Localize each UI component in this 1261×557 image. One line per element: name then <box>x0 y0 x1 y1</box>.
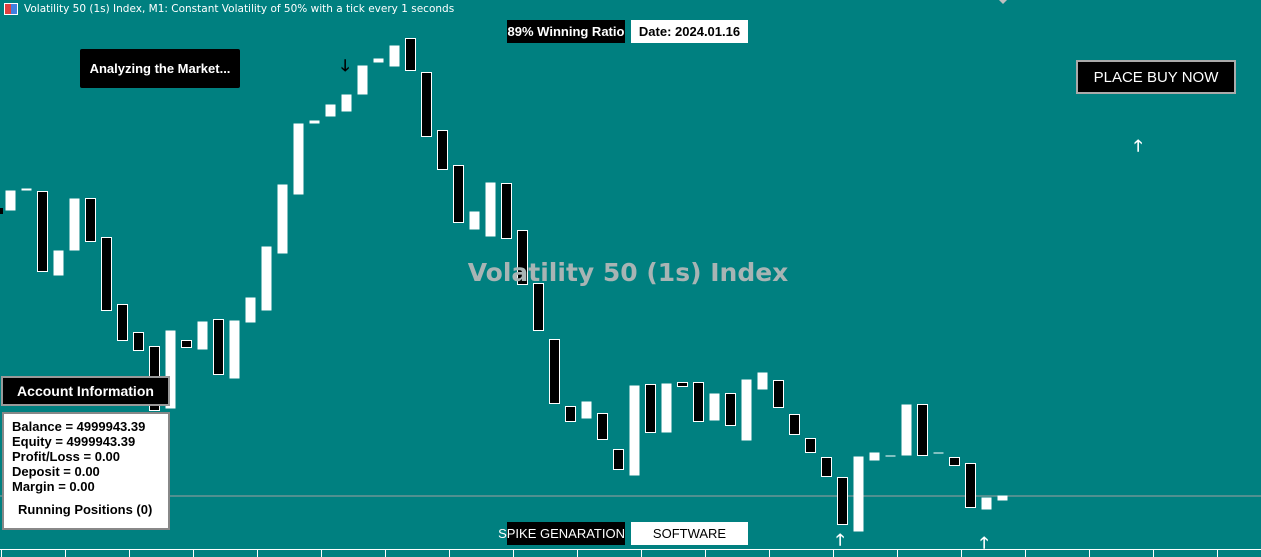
bull-candle <box>309 120 320 124</box>
analyzing-label: Analyzing the Market... <box>80 49 240 88</box>
equity-value: Equity = 4999943.39 <box>12 434 136 449</box>
chart-shift-marker-icon[interactable] <box>999 0 1007 4</box>
bull-candle <box>373 58 384 63</box>
symbol-watermark: Volatility 50 (1s) Index <box>467 258 789 287</box>
bull-candle <box>997 495 1008 501</box>
chart-title: Volatility 50 (1s) Index, M1: Constant V… <box>4 3 454 15</box>
bear-candle <box>821 457 832 477</box>
bear-candle <box>597 413 608 440</box>
bear-candle <box>101 237 112 311</box>
bull-candle <box>165 330 176 409</box>
software-label: SOFTWARE <box>631 522 748 545</box>
bear-candle <box>437 130 448 170</box>
bear-candle <box>917 404 928 456</box>
buy-arrow-up-icon: 🡑 <box>836 532 845 549</box>
bear-candle <box>805 438 816 453</box>
bear-candle <box>0 208 3 214</box>
bear-candle <box>181 340 192 348</box>
bear-candle <box>837 477 848 525</box>
bull-candle <box>853 456 864 532</box>
bull-candle <box>933 452 944 454</box>
buy-arrow-up-icon: 🡑 <box>1134 138 1143 155</box>
account-info-panel: Balance = 4999943.39 Equity = 4999943.39… <box>2 412 170 530</box>
bear-candle <box>501 183 512 239</box>
bear-candle <box>645 384 656 433</box>
bear-candle <box>405 38 416 71</box>
bear-candle <box>85 198 96 242</box>
account-info-header: Account Information <box>1 376 170 406</box>
bull-candle <box>277 184 288 254</box>
bear-candle <box>421 72 432 137</box>
bull-candle <box>581 401 592 419</box>
margin-value: Margin = 0.00 <box>12 479 95 494</box>
bull-candle <box>229 320 240 379</box>
bear-candle <box>117 304 128 341</box>
bull-candle <box>5 190 16 211</box>
chart-title-text: Volatility 50 (1s) Index, M1: Constant V… <box>24 3 455 15</box>
bull-candle <box>901 404 912 456</box>
bull-candle <box>469 211 480 230</box>
date-label: Date: 2024.01.16 <box>631 20 748 43</box>
bear-candle <box>677 382 688 387</box>
bull-candle <box>709 393 720 421</box>
sell-arrow-down-icon: 🡓 <box>341 58 350 75</box>
bear-candle <box>789 414 800 435</box>
bear-candle <box>213 319 224 375</box>
bull-candle <box>981 497 992 510</box>
running-positions: Running Positions (0) <box>18 502 153 517</box>
bull-candle <box>21 188 32 191</box>
bull-candle <box>757 372 768 390</box>
bull-candle <box>357 65 368 95</box>
bear-candle <box>773 380 784 408</box>
bear-candle <box>693 382 704 422</box>
bear-candle <box>533 283 544 331</box>
winning-ratio-label: 89% Winning Ratio <box>507 20 625 43</box>
bull-candle <box>661 383 672 433</box>
bear-candle <box>565 406 576 422</box>
bull-candle <box>69 198 80 251</box>
bull-candle <box>485 182 496 237</box>
bull-candle <box>869 452 880 461</box>
bull-candle <box>341 94 352 112</box>
bull-candle <box>293 123 304 195</box>
bull-candle <box>629 385 640 476</box>
bear-candle <box>549 339 560 404</box>
bull-candle <box>53 250 64 276</box>
bear-candle <box>613 449 624 470</box>
bull-candle <box>325 104 336 117</box>
bear-candle <box>965 463 976 508</box>
bull-candle <box>197 321 208 350</box>
bear-candle <box>949 457 960 466</box>
bear-candle <box>37 191 48 272</box>
bull-candle <box>741 379 752 441</box>
bull-candle <box>245 297 256 323</box>
bear-candle <box>133 332 144 351</box>
profit-loss-value: Profit/Loss = 0.00 <box>12 449 121 464</box>
chart-window-icon <box>4 3 18 15</box>
bear-candle <box>517 230 528 285</box>
bull-candle <box>885 455 896 457</box>
balance-value: Balance = 4999943.39 <box>12 419 146 434</box>
spike-generation-label: SPIKE GENARATION <box>498 522 625 545</box>
bull-candle <box>389 45 400 67</box>
place-buy-now-button[interactable]: PLACE BUY NOW <box>1076 60 1236 94</box>
bear-candle <box>453 165 464 223</box>
deposit-value: Deposit = 0.00 <box>12 464 100 479</box>
bear-candle <box>725 393 736 426</box>
buy-arrow-up-icon: 🡑 <box>980 535 989 552</box>
bull-candle <box>261 246 272 311</box>
